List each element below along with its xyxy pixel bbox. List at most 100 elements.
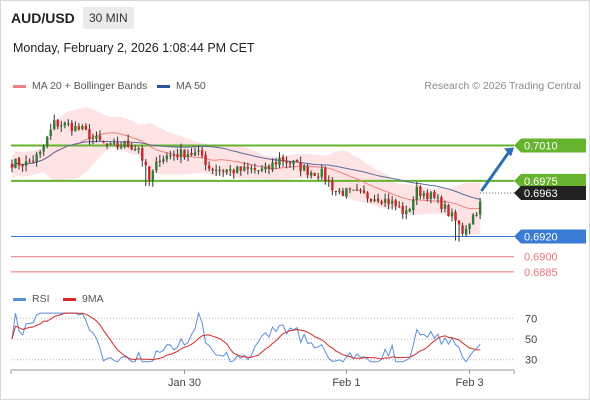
candle-body bbox=[461, 225, 464, 234]
legend-label-rsi: RSI bbox=[32, 293, 50, 305]
candle-body bbox=[56, 119, 59, 127]
candle bbox=[112, 138, 116, 146]
candle-body bbox=[260, 168, 264, 171]
candle-body bbox=[158, 160, 162, 163]
candle-body bbox=[204, 154, 207, 166]
candle bbox=[405, 205, 408, 220]
candle bbox=[327, 175, 330, 187]
candle-body bbox=[214, 170, 218, 172]
candle bbox=[475, 212, 478, 217]
candle bbox=[200, 146, 204, 159]
level-tag-0.7010: 0.7010 bbox=[514, 138, 586, 153]
arrow-head bbox=[504, 147, 514, 157]
candle bbox=[109, 142, 112, 145]
candle bbox=[162, 155, 165, 164]
rsi-line bbox=[11, 311, 481, 363]
candle bbox=[123, 140, 126, 149]
candle-body bbox=[155, 161, 158, 171]
candle bbox=[155, 156, 158, 173]
level-tag-shape bbox=[514, 173, 586, 188]
candle bbox=[443, 200, 447, 213]
candle-body bbox=[151, 170, 154, 182]
legend-rsi: RSI bbox=[13, 293, 50, 305]
candle bbox=[317, 172, 320, 181]
candle bbox=[302, 164, 306, 172]
level-tag-shape bbox=[514, 138, 586, 153]
candle bbox=[260, 165, 264, 173]
candle bbox=[24, 155, 28, 172]
candle bbox=[158, 155, 162, 167]
candle-body bbox=[274, 162, 278, 165]
candle bbox=[186, 149, 190, 162]
candle-body bbox=[253, 167, 257, 170]
candle-body bbox=[320, 168, 323, 177]
candle bbox=[320, 164, 323, 180]
candle-body bbox=[63, 122, 66, 126]
candle bbox=[457, 220, 461, 242]
candle bbox=[398, 201, 401, 208]
candle bbox=[390, 196, 394, 210]
candle-body bbox=[53, 120, 56, 129]
candle bbox=[299, 156, 302, 177]
x-tick-label: Feb 1 bbox=[332, 377, 360, 389]
candle bbox=[246, 162, 250, 175]
candle bbox=[415, 181, 418, 206]
candle-body bbox=[362, 190, 366, 194]
candle bbox=[193, 147, 197, 157]
candle-body bbox=[471, 214, 475, 225]
candle-body bbox=[130, 146, 133, 150]
candle-body bbox=[390, 200, 394, 204]
candle bbox=[355, 183, 359, 191]
level-tag-0.6975: 0.6975 bbox=[514, 173, 586, 188]
candle bbox=[331, 176, 334, 196]
candle bbox=[412, 196, 415, 216]
candle-body bbox=[60, 125, 63, 127]
candle-body bbox=[119, 146, 123, 148]
candle bbox=[63, 121, 66, 129]
candle bbox=[341, 187, 345, 197]
candle bbox=[141, 145, 144, 167]
candle-body bbox=[38, 152, 42, 155]
candle bbox=[98, 130, 102, 141]
candle bbox=[461, 222, 464, 237]
candle bbox=[267, 164, 271, 175]
timeframe-badge[interactable]: 30 MIN bbox=[83, 7, 134, 29]
candle-body bbox=[46, 137, 49, 147]
candle-body bbox=[190, 153, 193, 155]
candle bbox=[478, 197, 482, 220]
candle-body bbox=[137, 148, 140, 150]
legend-label-9ma: 9MA bbox=[82, 293, 104, 305]
candle-body bbox=[475, 214, 478, 216]
candle-body bbox=[126, 140, 130, 147]
candle-body bbox=[419, 186, 422, 196]
candle bbox=[433, 190, 436, 200]
candle-body bbox=[169, 155, 172, 157]
candle bbox=[204, 151, 207, 171]
candle-body bbox=[225, 169, 228, 173]
candle-body bbox=[306, 166, 309, 176]
candle-body bbox=[148, 166, 151, 181]
candle bbox=[373, 194, 376, 203]
candle-body bbox=[338, 190, 341, 192]
candle bbox=[401, 202, 404, 220]
candle-body bbox=[464, 228, 468, 235]
candle-body bbox=[302, 165, 306, 171]
candle bbox=[274, 158, 278, 170]
candle bbox=[56, 118, 59, 130]
candle bbox=[362, 185, 366, 194]
candle-body bbox=[366, 192, 369, 199]
candle-body bbox=[144, 161, 147, 166]
candle-body bbox=[387, 198, 390, 205]
candle bbox=[46, 135, 49, 149]
candle bbox=[197, 145, 200, 156]
candle bbox=[49, 123, 52, 140]
candle-body bbox=[408, 209, 411, 212]
candle bbox=[151, 169, 154, 187]
credit-text: Research © 2026 Trading Central bbox=[424, 80, 581, 92]
level-label-0.6885: 0.6885 bbox=[524, 267, 558, 279]
candle bbox=[271, 158, 274, 173]
candle bbox=[257, 169, 260, 175]
level-tag-0.6920: 0.6920 bbox=[514, 229, 586, 244]
legend-label-ma50: MA 50 bbox=[176, 80, 206, 92]
level-tag-label: 0.7010 bbox=[524, 141, 558, 153]
